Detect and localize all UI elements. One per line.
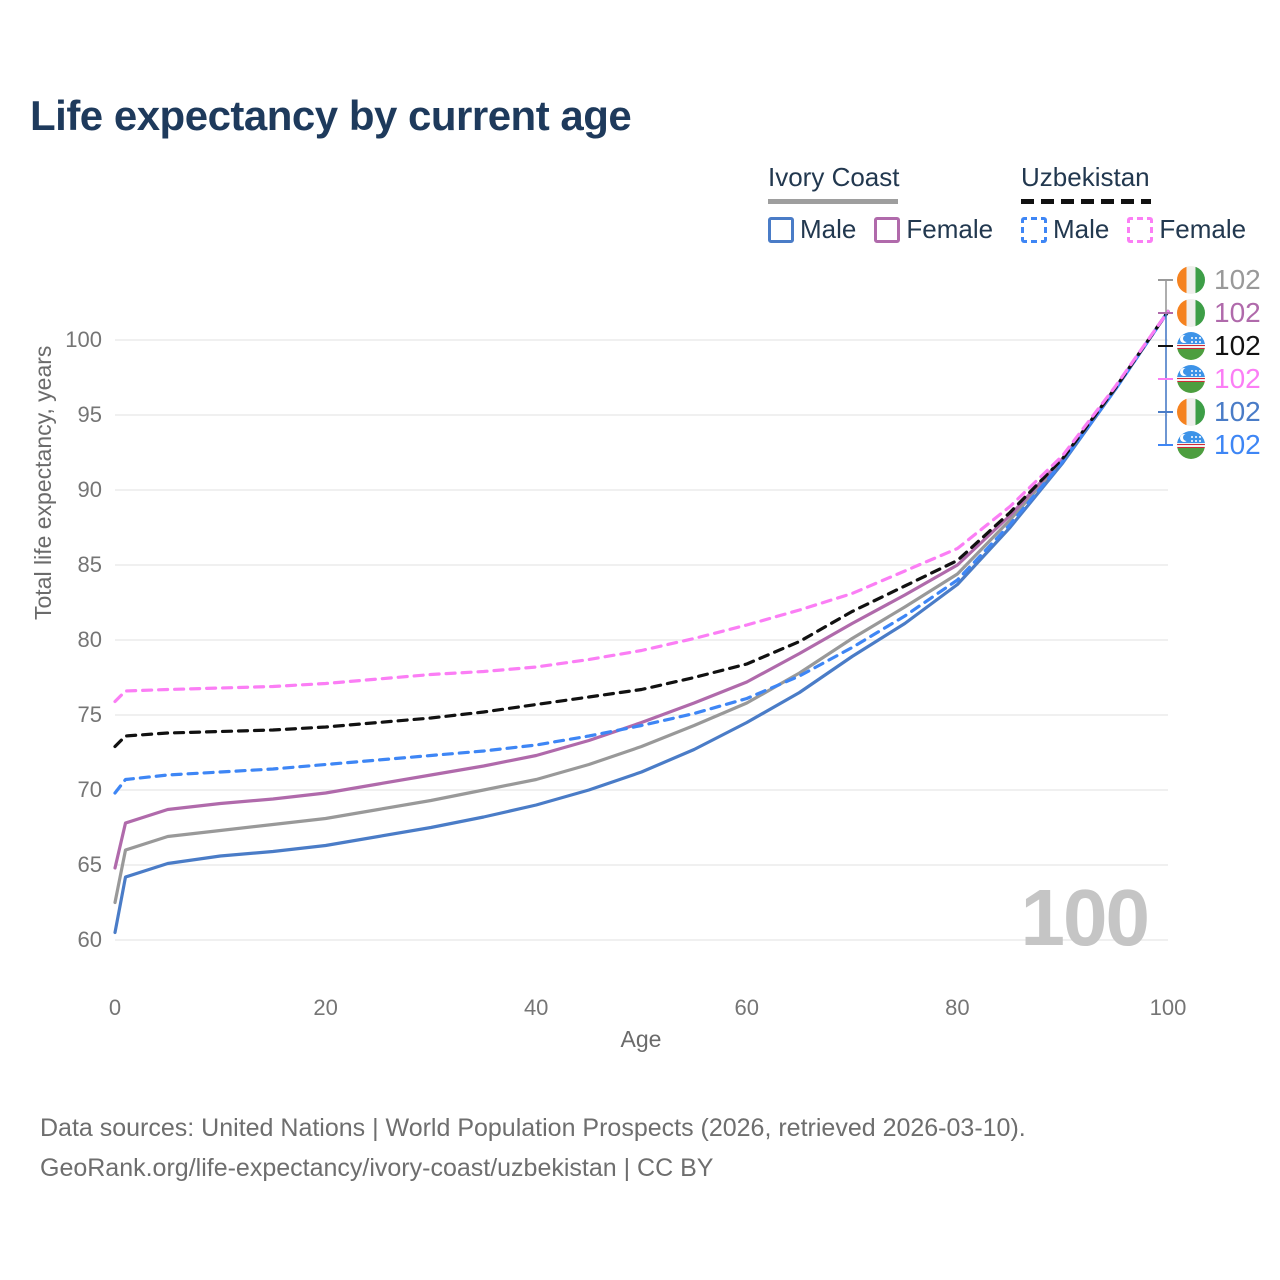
uzbekistan-flag-icon <box>1177 365 1205 393</box>
x-axis-title: Age <box>620 1026 662 1052</box>
ivory-coast-flag-icon <box>1177 299 1205 327</box>
uzbekistan-female-swatch <box>1127 216 1154 243</box>
legend-header-ivory-coast: Ivory Coast <box>768 162 900 192</box>
uzbekistan-flag-icon <box>1177 431 1205 459</box>
current-age-watermark: 100 <box>1020 873 1150 962</box>
footer-credits: Data sources: United Nations | World Pop… <box>40 1108 1026 1188</box>
x-tick-label: 0 <box>108 995 122 1020</box>
end-value-label: 102 <box>1214 264 1261 295</box>
end-label-row: 102 <box>1177 297 1261 329</box>
end-value-label: 102 <box>1214 396 1261 427</box>
series-line-0 <box>113 309 1170 905</box>
ivory-coast-flag-icon <box>1177 266 1205 294</box>
y-tick-label: 90 <box>77 477 102 502</box>
y-axis-title: Total life expectancy, years <box>30 345 56 620</box>
series-line-3 <box>113 309 1170 795</box>
y-tick-label: 95 <box>77 402 102 427</box>
y-tick-label: 65 <box>77 852 102 877</box>
series-line-2 <box>113 309 1170 935</box>
y-tick-label: 75 <box>77 702 102 727</box>
legend-item-label: Male <box>800 214 857 244</box>
ivory-coast-flag-icon <box>1177 398 1205 426</box>
data-sources-line: Data sources: United Nations | World Pop… <box>40 1114 1026 1142</box>
end-value-label: 102 <box>1214 297 1261 328</box>
legend-item-uzbekistan-male[interactable]: Male <box>1021 214 1109 245</box>
legend-group-uzbekistan: Uzbekistan Male Female <box>1021 162 1251 245</box>
uzbekistan-male-swatch <box>1021 216 1047 243</box>
end-label-row: 102 <box>1177 363 1261 395</box>
legend-item-ivory-coast-male[interactable]: Male <box>768 214 856 245</box>
legend-item-label: Female <box>1159 214 1247 244</box>
series-line-5 <box>113 309 1170 704</box>
legend-group-ivory-coast: Ivory Coast Male Female <box>768 162 993 245</box>
series-line-1 <box>113 309 1170 870</box>
ivory-coast-line-sample <box>768 199 898 204</box>
legend-header-uzbekistan: Uzbekistan <box>1021 162 1150 192</box>
end-value-label: 102 <box>1214 330 1261 361</box>
end-label-row: 102 <box>1177 396 1261 428</box>
y-tick-label: 80 <box>77 627 102 652</box>
x-tick-label: 20 <box>313 995 338 1020</box>
x-tick-label: 80 <box>945 995 970 1020</box>
x-tick-label: 40 <box>523 995 549 1020</box>
y-tick-label: 70 <box>77 777 102 802</box>
end-value-label: 102 <box>1214 429 1261 460</box>
uzbekistan-line-sample <box>1021 199 1151 204</box>
uzbekistan-flag-icon <box>1177 332 1205 360</box>
ivory-coast-female-swatch <box>874 216 901 243</box>
x-tick-label: 60 <box>734 995 760 1020</box>
y-tick-label: 100 <box>65 327 102 352</box>
ivory-coast-male-swatch <box>768 216 794 243</box>
y-tick-label: 85 <box>77 552 102 577</box>
series-line-4 <box>113 309 1170 749</box>
x-tick-label: 100 <box>1149 995 1187 1020</box>
legend-item-uzbekistan-female[interactable]: Female <box>1127 214 1246 245</box>
legend-item-label: Male <box>1053 214 1110 244</box>
page-title: Life expectancy by current age <box>30 92 632 139</box>
source-url-line: GeoRank.org/life-expectancy/ivory-coast/… <box>40 1154 714 1182</box>
end-label-row: 102 <box>1177 264 1261 296</box>
legend-item-ivory-coast-female[interactable]: Female <box>874 214 993 245</box>
end-label-row: 102 <box>1177 330 1261 362</box>
legend-item-label: Female <box>906 214 994 244</box>
end-value-label: 102 <box>1214 363 1261 394</box>
y-tick-label: 60 <box>77 927 102 952</box>
end-label-row: 102 <box>1177 429 1261 461</box>
